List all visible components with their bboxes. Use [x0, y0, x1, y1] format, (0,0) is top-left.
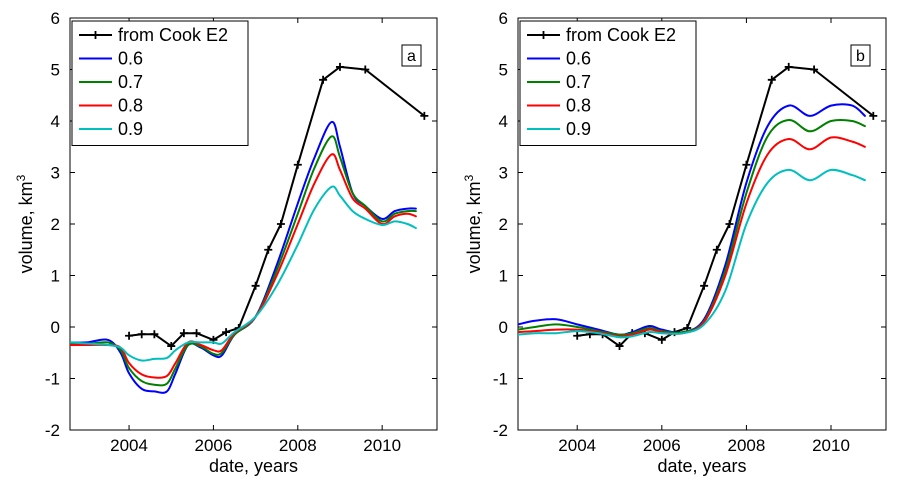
data-point-marker — [767, 75, 776, 84]
y-tick-label: 2 — [499, 215, 508, 234]
y-tick-label: 6 — [51, 9, 60, 28]
data-point-marker — [293, 160, 302, 169]
series-line-3 — [70, 153, 417, 379]
x-axis-label: date, years — [209, 456, 298, 476]
y-tick-label: 1 — [499, 267, 508, 286]
data-point-marker — [251, 281, 260, 290]
legend-box — [519, 20, 697, 146]
legend-marker — [539, 31, 548, 39]
y-tick-label: -1 — [493, 370, 508, 389]
data-point-marker — [725, 220, 734, 228]
y-tick-label: -2 — [493, 421, 508, 440]
y-tick-label: 6 — [499, 9, 508, 28]
y-tick-label: 0 — [499, 318, 508, 337]
y-tick-label: 3 — [499, 164, 508, 183]
data-point-marker — [573, 331, 582, 340]
data-point-marker — [657, 335, 666, 344]
legend-entry-label: from Cook E2 — [566, 25, 676, 45]
y-tick-label: 0 — [51, 318, 60, 337]
data-point-marker — [150, 330, 159, 339]
legend-box — [71, 20, 249, 146]
series-layer — [518, 62, 878, 351]
x-tick-label: 2010 — [363, 436, 401, 455]
legend-entry-label: from Cook E2 — [118, 25, 228, 45]
x-tick-label: 2006 — [643, 436, 681, 455]
y-tick-label: -1 — [45, 370, 60, 389]
legend-entry-label: 0.8 — [118, 96, 143, 116]
y-tick-label: 5 — [499, 61, 508, 80]
data-point-marker — [810, 65, 819, 74]
data-point-marker — [319, 75, 328, 84]
panel-letter-text: b — [856, 48, 865, 65]
y-tick-label: 2 — [51, 215, 60, 234]
series-line-4 — [518, 168, 866, 339]
y-tick-label: 4 — [51, 112, 60, 131]
data-point-marker — [784, 62, 793, 71]
legend: from Cook E2 0.6 0.7 0.8 0.9 — [519, 20, 697, 146]
y-tick-label: 5 — [51, 61, 60, 80]
legend-entry-label: 0.6 — [118, 49, 143, 69]
series-line-4 — [70, 185, 417, 362]
data-point-marker — [335, 62, 344, 71]
y-tick-label: -2 — [45, 421, 60, 440]
data-point-marker — [264, 245, 273, 254]
data-point-marker — [192, 329, 201, 338]
panel-letter-text: a — [407, 48, 416, 65]
legend-entry-label: 0.7 — [118, 72, 143, 92]
panel-letter: a — [401, 44, 422, 67]
data-point-marker — [420, 111, 429, 120]
x-tick-label: 2010 — [812, 436, 850, 455]
y-tick-label: 3 — [51, 164, 60, 183]
panel-letter-box — [850, 44, 871, 67]
legend-entry-label: 0.9 — [118, 119, 143, 139]
x-tick-label: 2004 — [558, 436, 596, 455]
data-point-marker — [222, 328, 231, 337]
series-line-3 — [518, 136, 866, 338]
y-axis-label: volume, km3 — [14, 174, 36, 273]
legend-marker — [91, 31, 100, 39]
data-point-marker — [361, 65, 370, 74]
panel-letter-box — [401, 44, 422, 67]
x-axis-label: date, years — [657, 456, 746, 476]
data-point-marker — [167, 342, 176, 351]
y-tick-label: 1 — [51, 267, 60, 286]
series-line-2 — [518, 119, 866, 336]
y-axis-label: volume, km3 — [462, 174, 484, 273]
data-point-marker — [742, 160, 751, 169]
x-tick-label: 2008 — [727, 436, 765, 455]
data-point-marker — [179, 329, 188, 338]
chart-panel-a: -2 -1 0 1 2 3 4 5 6 2004 2006 2008 2010 date, years vo… — [14, 9, 438, 476]
data-point-marker — [615, 342, 624, 351]
legend-entry-label: 0.7 — [566, 72, 591, 92]
legend-entry-label: 0.8 — [566, 96, 591, 116]
series-line-2 — [70, 135, 417, 387]
x-tick-label: 2008 — [279, 436, 317, 455]
series-layer — [70, 62, 429, 394]
data-point-marker — [700, 281, 709, 290]
y-tick-label: 4 — [499, 112, 508, 131]
legend-entry-label: 0.9 — [566, 119, 591, 139]
data-point-marker — [869, 111, 878, 120]
data-point-marker — [276, 220, 285, 228]
panel-letter: b — [850, 44, 871, 67]
data-point-marker — [712, 245, 721, 254]
x-tick-label: 2006 — [195, 436, 233, 455]
chart-panel-b: -2 -1 0 1 2 3 4 5 6 2004 2006 2008 2010 date, years vo… — [462, 9, 887, 476]
legend: from Cook E2 0.6 0.7 0.8 0.9 — [71, 20, 249, 146]
legend-entry-label: 0.6 — [566, 49, 591, 69]
data-point-marker — [137, 330, 146, 339]
x-tick-label: 2004 — [110, 436, 148, 455]
data-point-marker — [125, 331, 134, 340]
